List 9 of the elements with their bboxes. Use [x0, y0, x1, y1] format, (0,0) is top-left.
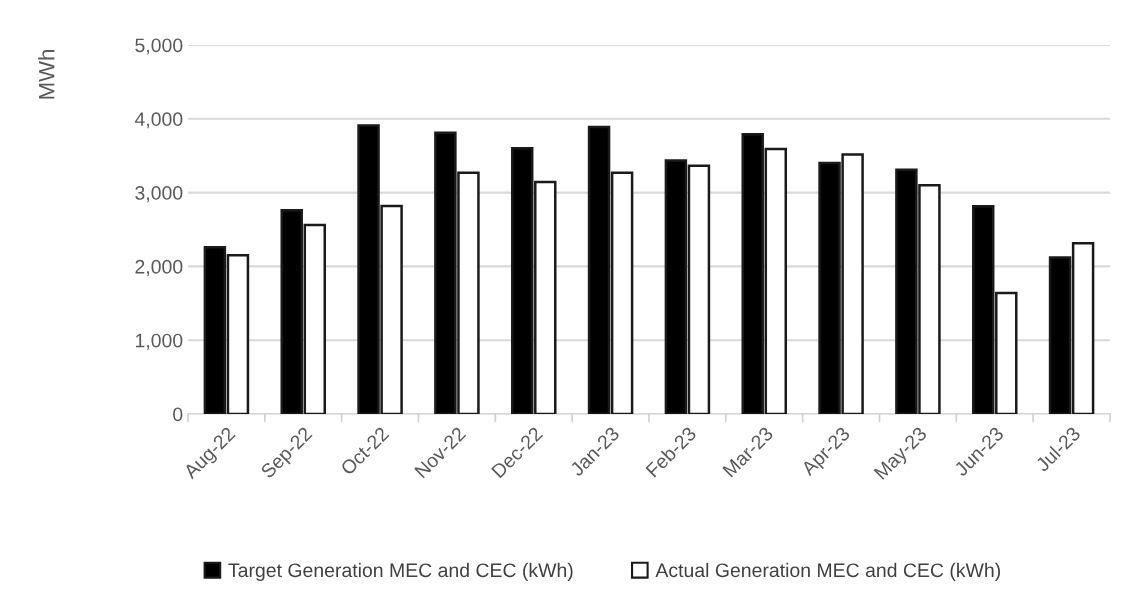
y-axis-title: MWh — [38, 50, 55, 99]
y-tick-label: 1,000 — [135, 333, 183, 350]
legend-label: Target Generation MEC and CEC (kWh) — [228, 562, 573, 581]
y-tick-label: 3,000 — [135, 186, 183, 203]
legend-label: Actual Generation MEC and CEC (kWh) — [655, 562, 1000, 581]
y-tick-label: 5,000 — [135, 38, 183, 55]
y-tick-label: 0 — [173, 407, 183, 422]
y-tick-label: 2,000 — [135, 259, 183, 276]
y-tick-label: 4,000 — [134, 112, 183, 129]
